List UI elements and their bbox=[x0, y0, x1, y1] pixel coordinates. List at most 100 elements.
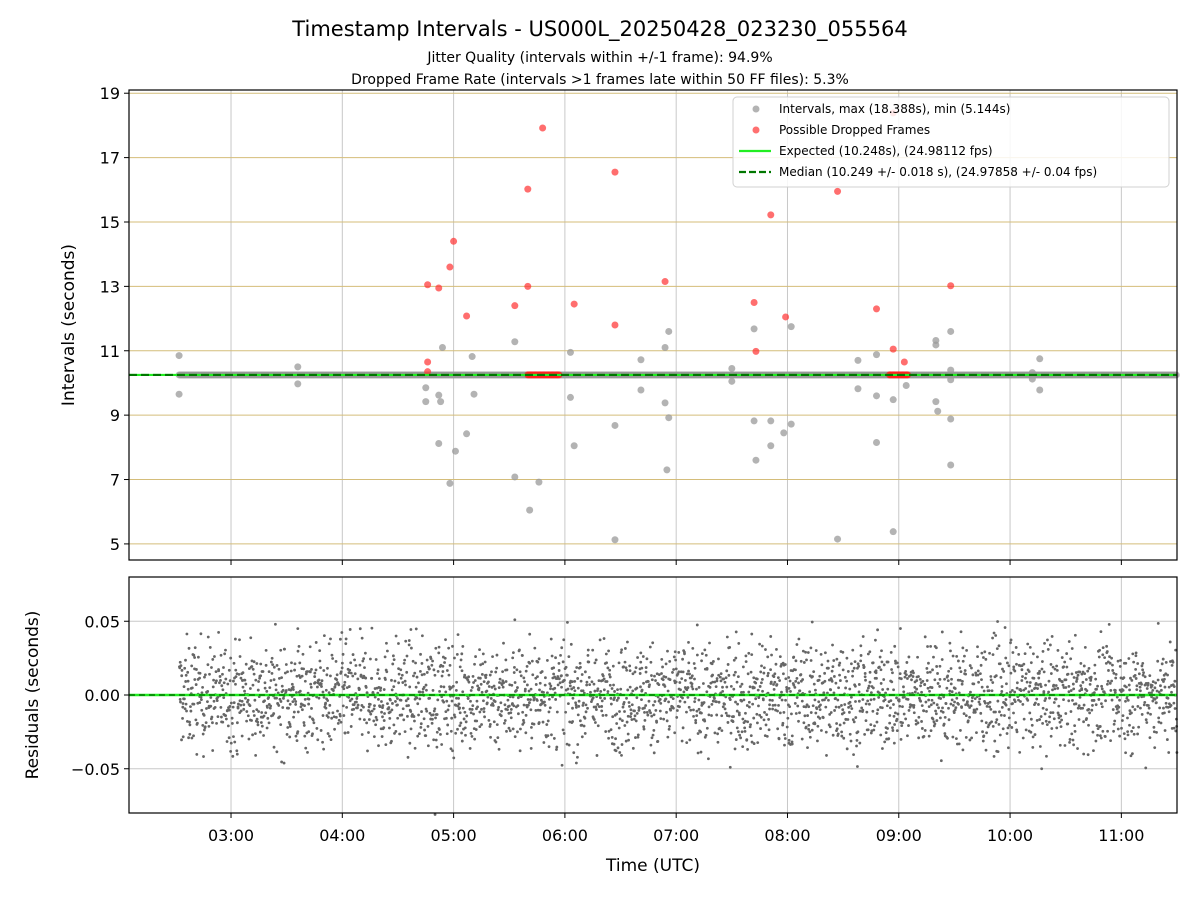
residual-point bbox=[1115, 707, 1119, 711]
residual-point bbox=[1104, 699, 1107, 703]
residual-point bbox=[724, 676, 728, 680]
residual-point bbox=[912, 711, 916, 715]
residual-point bbox=[827, 698, 830, 702]
residual-point bbox=[895, 661, 899, 665]
residual-point bbox=[737, 713, 741, 717]
residual-point bbox=[717, 673, 721, 677]
intervals-ytick-label-1: 7 bbox=[110, 471, 120, 490]
residual-point bbox=[1034, 686, 1037, 690]
residual-point bbox=[1046, 648, 1050, 651]
residual-point bbox=[841, 650, 845, 654]
residual-point bbox=[288, 735, 292, 739]
intervals-ytick-label-0: 5 bbox=[110, 535, 120, 554]
residual-point bbox=[555, 710, 559, 714]
residual-point bbox=[1106, 679, 1110, 683]
residual-point bbox=[1087, 723, 1090, 727]
residual-point bbox=[577, 699, 581, 703]
residual-point bbox=[190, 664, 194, 668]
residual-point bbox=[688, 672, 691, 676]
residual-point bbox=[521, 654, 524, 657]
residual-point bbox=[259, 721, 263, 724]
residual-point bbox=[642, 727, 646, 731]
legend-median-label: Median (10.249 +/- 0.018 s), (24.97858 +… bbox=[779, 165, 1097, 179]
residual-point bbox=[483, 715, 486, 719]
residual-point bbox=[445, 732, 449, 736]
residual-point bbox=[854, 700, 857, 703]
residual-point bbox=[444, 690, 448, 694]
residual-point bbox=[223, 652, 227, 656]
residual-point bbox=[186, 670, 190, 674]
residual-point bbox=[614, 737, 617, 741]
residual-point bbox=[602, 677, 606, 681]
residual-point bbox=[212, 699, 216, 703]
residual-point bbox=[1091, 704, 1094, 707]
residual-point bbox=[438, 689, 441, 693]
residual-point bbox=[545, 723, 549, 726]
residual-point bbox=[428, 711, 432, 715]
residual-point bbox=[209, 704, 213, 708]
residual-point bbox=[546, 719, 550, 723]
residual-point bbox=[463, 726, 467, 730]
residual-point bbox=[733, 747, 737, 751]
residual-point bbox=[588, 683, 592, 687]
residual-point bbox=[186, 679, 190, 683]
residual-point bbox=[424, 734, 428, 738]
residual-point bbox=[849, 739, 853, 743]
residual-point bbox=[761, 689, 764, 693]
residual-point bbox=[560, 674, 563, 678]
residual-point bbox=[803, 714, 807, 718]
residual-point bbox=[852, 720, 856, 724]
residual-point bbox=[1114, 676, 1118, 680]
residual-point bbox=[410, 646, 413, 650]
residual-point bbox=[580, 723, 584, 727]
dropped-frame-point bbox=[900, 358, 908, 366]
residual-point bbox=[1166, 696, 1170, 700]
residual-point bbox=[892, 714, 896, 718]
residual-point bbox=[934, 709, 937, 713]
residual-point bbox=[555, 748, 558, 751]
residual-point bbox=[998, 662, 1002, 666]
residual-point bbox=[453, 656, 456, 660]
residual-point bbox=[658, 697, 662, 701]
residual-point bbox=[921, 679, 925, 683]
residual-point bbox=[265, 726, 269, 730]
residual-point bbox=[790, 742, 794, 746]
residual-point bbox=[431, 688, 435, 692]
residual-point bbox=[256, 688, 260, 692]
dropped-frame-point bbox=[750, 298, 758, 306]
residual-point bbox=[1143, 701, 1147, 704]
residual-point bbox=[352, 703, 356, 707]
residual-point bbox=[814, 649, 818, 652]
residual-point bbox=[939, 697, 943, 700]
residual-point bbox=[741, 665, 745, 669]
residual-point bbox=[726, 663, 730, 666]
residual-point bbox=[829, 711, 833, 714]
residual-point bbox=[229, 656, 233, 660]
residual-point bbox=[776, 676, 780, 680]
residual-point bbox=[1059, 725, 1063, 729]
residual-point bbox=[1076, 673, 1080, 677]
residual-point bbox=[683, 700, 687, 704]
residual-point bbox=[988, 651, 991, 655]
residual-point bbox=[195, 668, 198, 671]
residual-point bbox=[703, 719, 707, 723]
residual-point bbox=[549, 684, 553, 688]
residual-point bbox=[1055, 726, 1059, 730]
residual-point bbox=[888, 706, 892, 710]
residual-point bbox=[899, 738, 903, 741]
interval-point bbox=[728, 377, 736, 385]
residual-point bbox=[416, 702, 420, 706]
residual-point bbox=[334, 683, 337, 686]
residual-point bbox=[571, 696, 575, 700]
residual-point bbox=[210, 715, 214, 719]
residual-point bbox=[823, 651, 827, 655]
residual-point bbox=[298, 689, 302, 693]
residual-point bbox=[685, 741, 689, 745]
residual-point bbox=[785, 725, 789, 729]
residual-point bbox=[1137, 672, 1141, 676]
residual-point bbox=[497, 686, 501, 690]
residual-point bbox=[694, 721, 698, 725]
residual-point bbox=[745, 704, 749, 707]
residual-point bbox=[699, 750, 703, 754]
residual-point bbox=[749, 734, 753, 738]
